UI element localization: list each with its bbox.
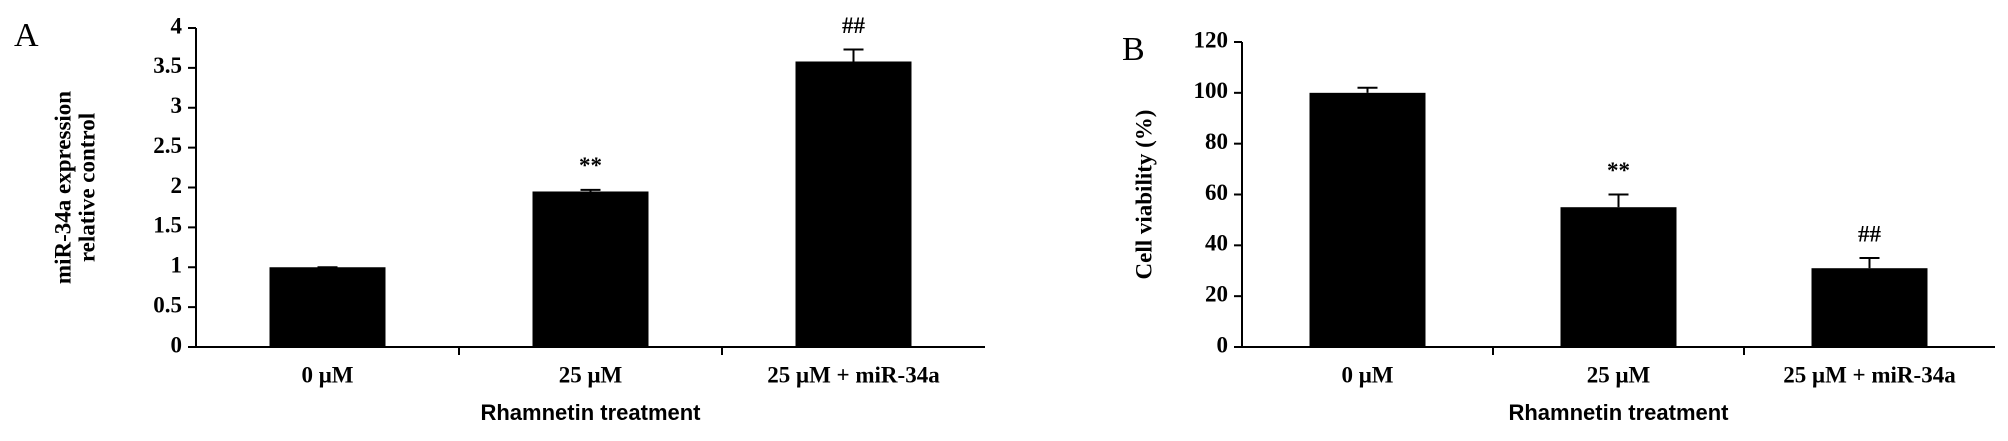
y-tick-label: 120: [1194, 27, 1229, 52]
y-axis-label: Cell viability (%): [1131, 110, 1156, 280]
x-tick-label: 0 μM: [302, 362, 354, 387]
x-axis-label: Rhamnetin treatment: [480, 400, 701, 425]
x-tick-label: 25 μM + miR-34a: [1783, 362, 1956, 387]
y-tick-label: 20: [1205, 281, 1228, 306]
y-tick-label: 1: [171, 253, 183, 278]
y-tick-label: 60: [1205, 180, 1228, 205]
x-tick-label: 0 μM: [1342, 362, 1394, 387]
bar: [1309, 92, 1426, 347]
significance-label: **: [1607, 158, 1630, 183]
bar: [532, 191, 649, 347]
y-tick-label: 1.5: [153, 213, 182, 238]
y-tick-label: 0: [171, 332, 183, 357]
y-tick-label: 4: [171, 13, 183, 38]
y-tick-label: 3.5: [153, 53, 182, 78]
y-tick-label: 0.5: [153, 292, 182, 317]
y-tick-label: 2.5: [153, 133, 182, 158]
panel-label: A: [14, 17, 39, 54]
y-axis-label: relative control: [74, 113, 99, 262]
panel-label: B: [1122, 31, 1145, 68]
x-axis-label: Rhamnetin treatment: [1508, 400, 1729, 425]
y-tick-label: 40: [1205, 231, 1228, 256]
significance-label: ##: [1858, 221, 1882, 246]
bar: [1560, 207, 1677, 347]
y-axis-label: miR-34a expression: [50, 91, 75, 284]
bar: [795, 61, 912, 348]
y-tick-label: 3: [171, 93, 183, 118]
x-tick-label: 25 μM: [559, 362, 623, 387]
y-tick-label: 80: [1205, 129, 1228, 154]
significance-label: ##: [842, 13, 866, 38]
bar: [1811, 268, 1928, 347]
significance-label: **: [579, 153, 602, 178]
y-tick-label: 100: [1194, 78, 1229, 103]
x-tick-label: 25 μM: [1587, 362, 1651, 387]
y-tick-label: 2: [171, 173, 183, 198]
y-tick-label: 0: [1217, 332, 1229, 357]
bar: [269, 267, 386, 347]
x-tick-label: 25 μM + miR-34a: [767, 362, 940, 387]
